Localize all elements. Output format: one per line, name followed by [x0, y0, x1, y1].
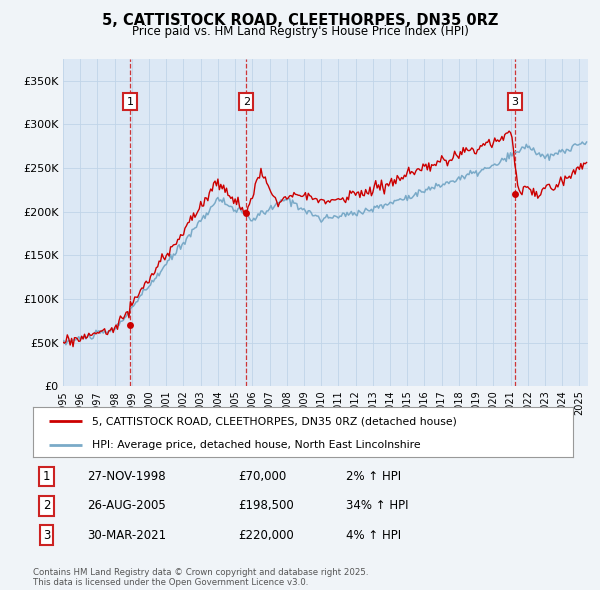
- Text: 5, CATTISTOCK ROAD, CLEETHORPES, DN35 0RZ (detached house): 5, CATTISTOCK ROAD, CLEETHORPES, DN35 0R…: [92, 416, 457, 426]
- Text: 5, CATTISTOCK ROAD, CLEETHORPES, DN35 0RZ: 5, CATTISTOCK ROAD, CLEETHORPES, DN35 0R…: [102, 13, 498, 28]
- Text: 2% ↑ HPI: 2% ↑ HPI: [346, 470, 401, 483]
- Text: 2: 2: [243, 97, 250, 107]
- Text: 3: 3: [43, 529, 50, 542]
- Text: £220,000: £220,000: [238, 529, 294, 542]
- Text: HPI: Average price, detached house, North East Lincolnshire: HPI: Average price, detached house, Nort…: [92, 440, 421, 450]
- Text: 26-AUG-2005: 26-AUG-2005: [87, 499, 166, 513]
- Text: 27-NOV-1998: 27-NOV-1998: [87, 470, 166, 483]
- Text: 4% ↑ HPI: 4% ↑ HPI: [346, 529, 401, 542]
- Text: 3: 3: [511, 97, 518, 107]
- Text: 2: 2: [43, 499, 50, 513]
- Text: £70,000: £70,000: [238, 470, 286, 483]
- Text: 30-MAR-2021: 30-MAR-2021: [87, 529, 166, 542]
- Text: Price paid vs. HM Land Registry's House Price Index (HPI): Price paid vs. HM Land Registry's House …: [131, 25, 469, 38]
- Text: £198,500: £198,500: [238, 499, 294, 513]
- Text: 34% ↑ HPI: 34% ↑ HPI: [346, 499, 409, 513]
- Text: 1: 1: [127, 97, 134, 107]
- Text: Contains HM Land Registry data © Crown copyright and database right 2025.
This d: Contains HM Land Registry data © Crown c…: [33, 568, 368, 587]
- Text: 1: 1: [43, 470, 50, 483]
